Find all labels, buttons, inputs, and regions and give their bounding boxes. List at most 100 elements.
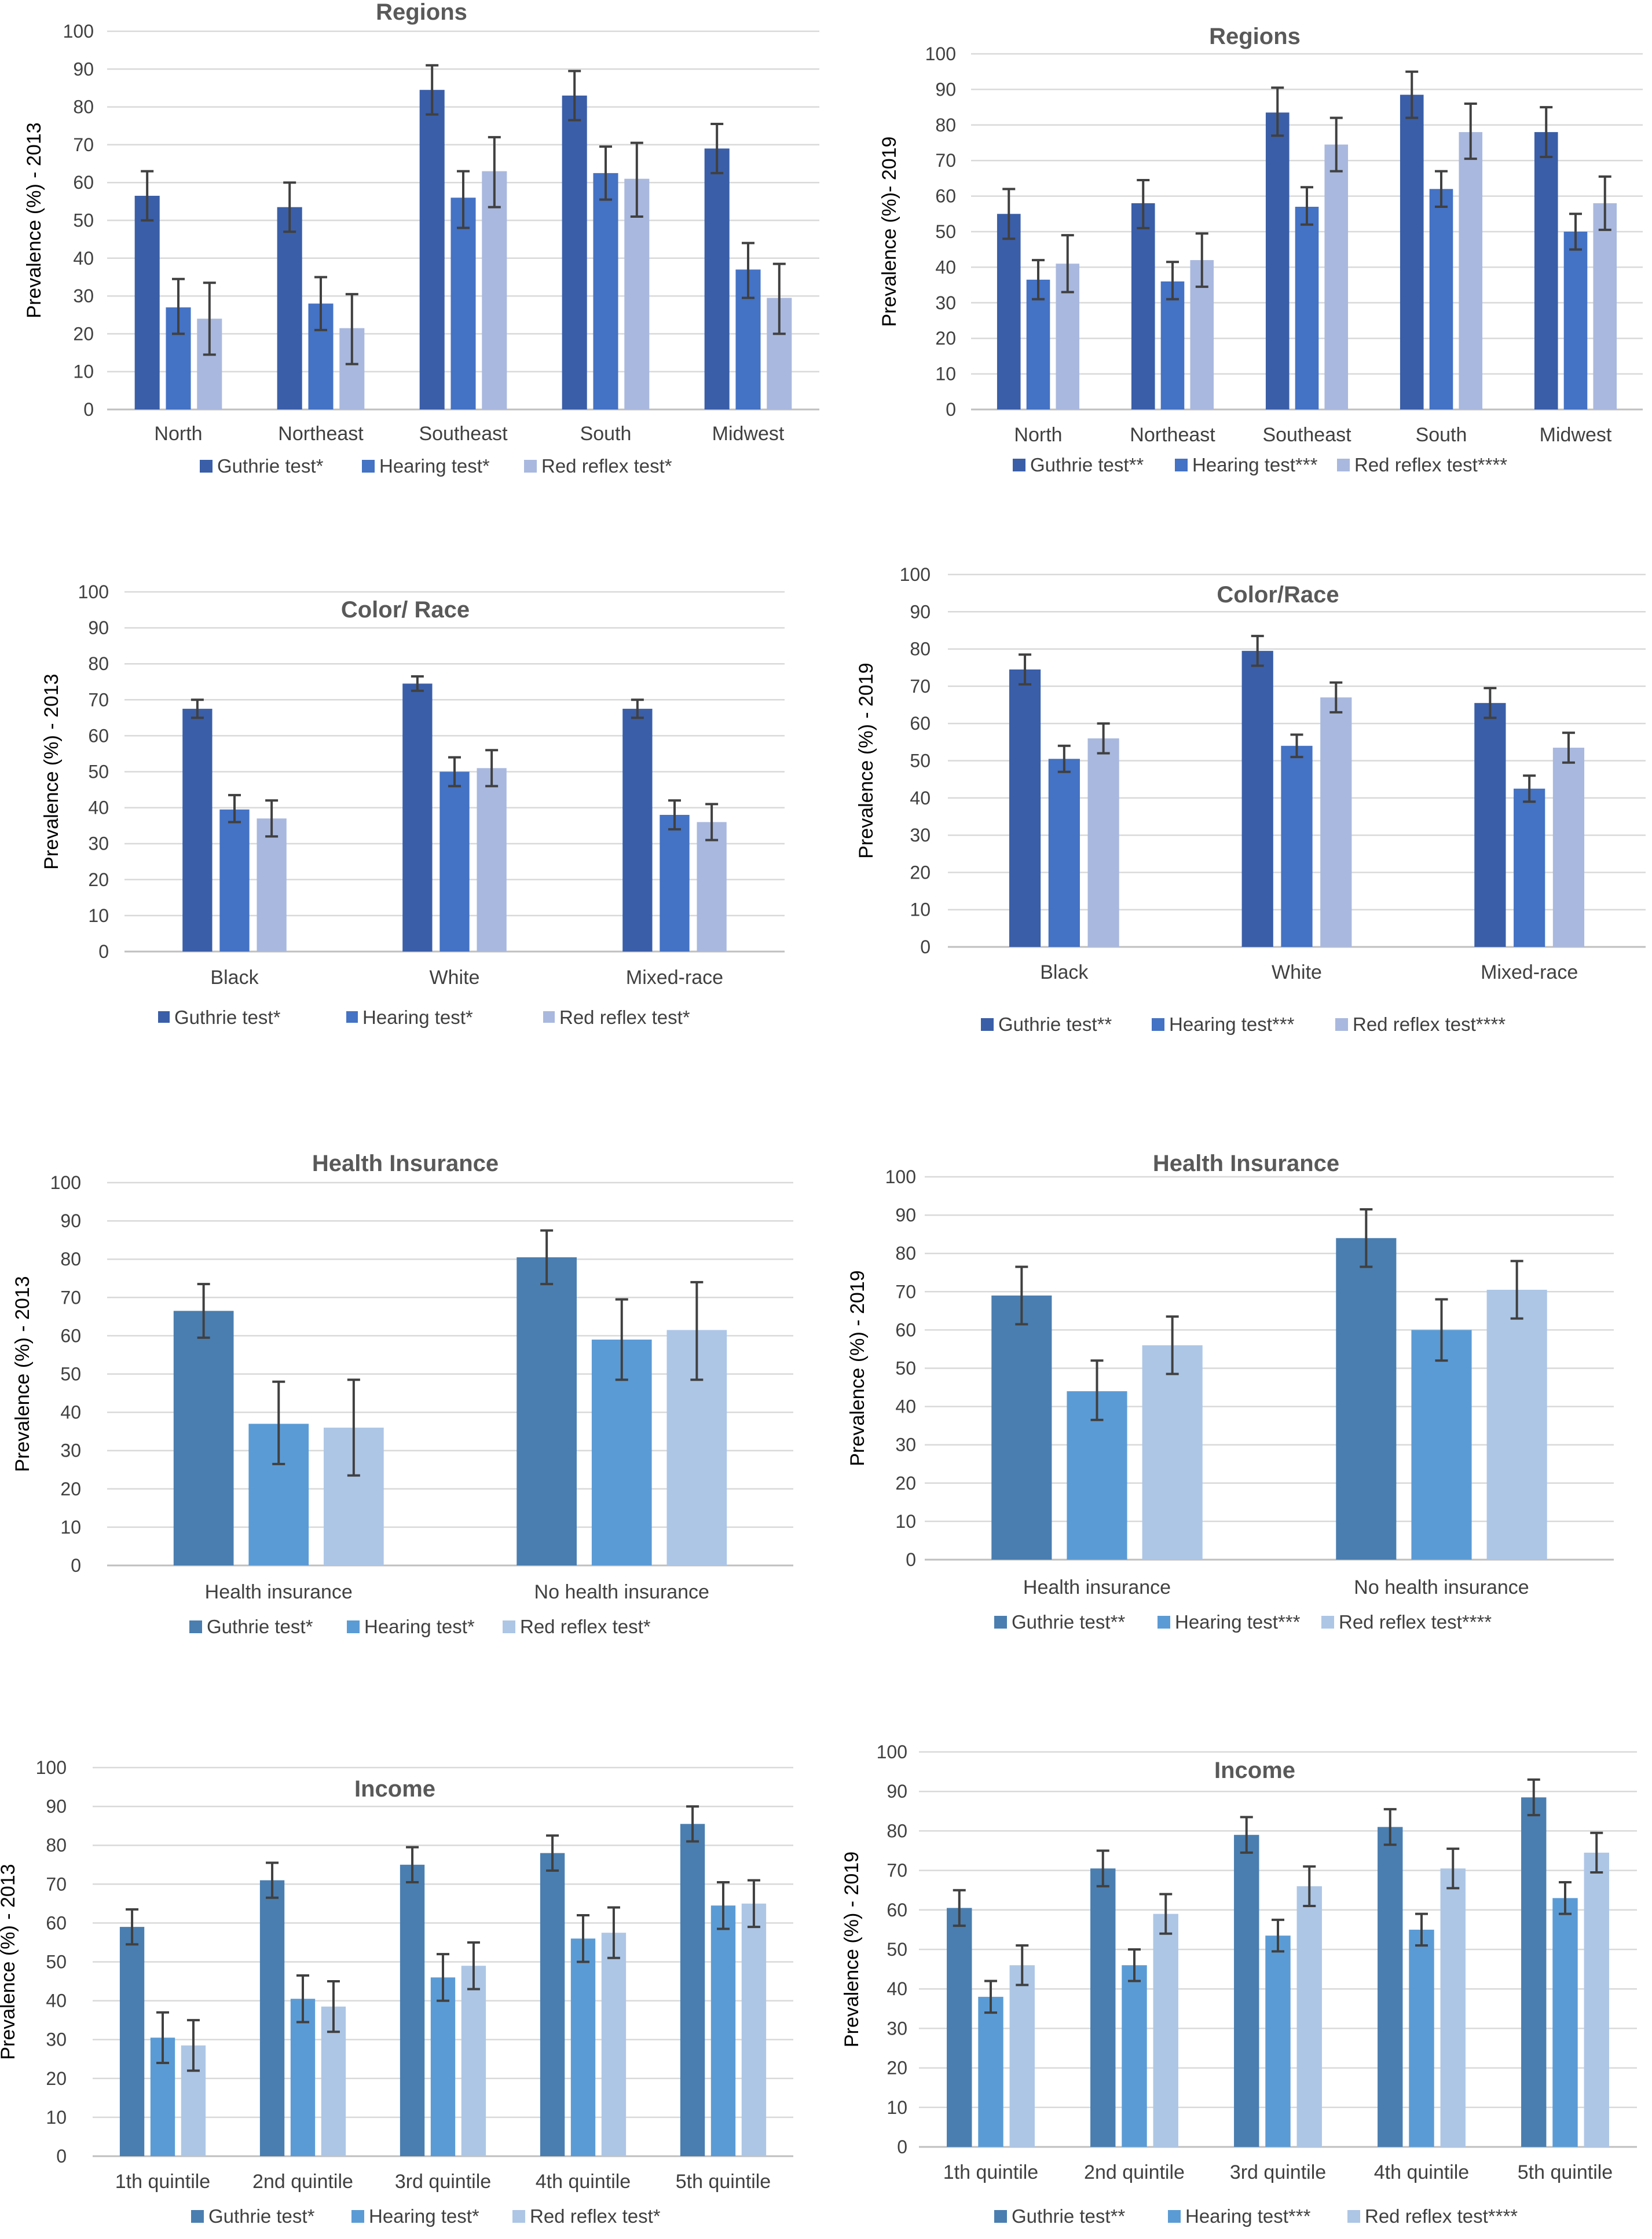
legend-label: Guthrie test* — [208, 2205, 315, 2227]
x-tick-label: 5th quintile — [676, 2171, 771, 2193]
bar — [978, 1996, 1003, 2147]
y-axis-label: Prevalence (%)- 2019 — [878, 137, 900, 327]
legend-label: Guthrie test* — [174, 1007, 281, 1028]
bar — [710, 1905, 736, 2156]
bar — [1009, 669, 1041, 947]
legend-swatch — [189, 1620, 202, 1633]
x-tick-label: Black — [210, 967, 259, 989]
y-tick-label: 100 — [885, 1166, 916, 1187]
bar — [1324, 144, 1349, 409]
y-tick-label: 0 — [71, 1555, 81, 1576]
x-tick-label: White — [1272, 961, 1322, 983]
y-tick-label: 60 — [60, 1325, 81, 1346]
y-tick-label: 20 — [73, 323, 94, 344]
y-tick-label: 0 — [98, 941, 109, 962]
legend-label: Hearing test*** — [1185, 2205, 1311, 2227]
chart-insurance-2019: 0 10 20 30 40 50 60 70 80 90 100 Health Insurance Pr… — [847, 1151, 1614, 1633]
legend-label: Hearing test* — [379, 455, 490, 477]
legend-swatch — [543, 1011, 555, 1023]
y-tick-label: 50 — [46, 1952, 67, 1973]
bar — [1563, 232, 1588, 409]
bar — [1142, 1345, 1203, 1560]
y-tick-label: 60 — [46, 1912, 67, 1933]
bar — [1378, 1827, 1403, 2147]
bar — [1087, 738, 1119, 947]
y-tick-label: 0 — [83, 399, 94, 420]
legend-label: Red reflex test* — [541, 455, 672, 477]
y-tick-label: 40 — [935, 257, 956, 277]
y-tick-label: 60 — [887, 1900, 907, 1920]
y-tick-label: 20 — [46, 2068, 67, 2089]
bar — [1474, 703, 1506, 947]
y-tick-label: 10 — [895, 1511, 916, 1532]
bar — [1400, 94, 1424, 410]
chart-regions-2013: 0 10 20 30 40 50 60 70 80 90 100 Regions Prevalence … — [23, 0, 819, 477]
legend-label: Guthrie test** — [998, 1014, 1112, 1035]
x-tick-label: South — [1416, 424, 1467, 446]
y-tick-label: 80 — [887, 1820, 907, 1841]
chart-insurance-2013: 0 10 20 30 40 50 60 70 80 90 100 Health Insurance Pr… — [12, 1151, 793, 1637]
y-tick-label: 40 — [73, 248, 94, 269]
bar — [1552, 747, 1585, 947]
bar — [1026, 279, 1050, 409]
y-tick-label: 60 — [73, 172, 94, 193]
x-tick-label: 1th quintile — [115, 2171, 210, 2193]
bar — [1153, 1914, 1178, 2147]
legend-label: Hearing test* — [369, 2205, 479, 2227]
y-tick-label: 30 — [895, 1435, 916, 1455]
bar — [622, 708, 653, 952]
y-tick-label: 50 — [910, 751, 931, 771]
y-tick-label: 60 — [910, 713, 931, 734]
x-tick-label: 2nd quintile — [1084, 2161, 1185, 2183]
bar — [697, 822, 727, 952]
y-tick-label: 50 — [88, 762, 109, 782]
y-tick-label: 90 — [60, 1210, 81, 1231]
legend-swatch — [1337, 459, 1350, 471]
bar — [257, 818, 287, 952]
y-tick-label: 50 — [60, 1364, 81, 1385]
bar — [1459, 132, 1483, 409]
legend-swatch — [200, 460, 213, 473]
bar — [1552, 1898, 1578, 2147]
legend-swatch — [347, 1620, 360, 1633]
bar — [947, 1908, 972, 2147]
y-tick-label: 10 — [910, 899, 931, 920]
bar — [477, 768, 507, 952]
y-tick-label: 40 — [60, 1402, 81, 1423]
y-tick-label: 20 — [910, 862, 931, 883]
bar — [1409, 1929, 1434, 2147]
legend-label: Guthrie test* — [217, 455, 324, 477]
bar — [400, 1864, 425, 2156]
y-axis-label: Prevalence (%) - 2013 — [41, 674, 63, 869]
y-tick-label: 80 — [895, 1243, 916, 1264]
x-tick-label: Mixed-race — [1481, 961, 1578, 983]
x-tick-label: Northeast — [1130, 424, 1215, 446]
legend-label: Guthrie test** — [1012, 1611, 1125, 1633]
bar — [660, 815, 690, 952]
bar — [402, 683, 433, 952]
y-tick-label: 100 — [78, 581, 109, 602]
y-tick-label: 90 — [910, 601, 931, 622]
bar — [439, 771, 470, 952]
y-tick-label: 70 — [895, 1281, 916, 1302]
bar — [562, 96, 587, 409]
y-tick-label: 60 — [935, 186, 956, 207]
y-tick-label: 60 — [88, 725, 109, 746]
legend-label: Red reflex test**** — [1353, 1014, 1506, 1035]
legend-label: Guthrie test** — [1030, 454, 1144, 475]
y-axis-label: Prevalence (%) - 2013 — [23, 122, 45, 318]
chart-title: Color/Race — [1217, 582, 1339, 608]
bar — [1521, 1797, 1547, 2147]
y-tick-label: 80 — [935, 115, 956, 136]
y-tick-label: 10 — [887, 2097, 907, 2118]
y-tick-label: 30 — [60, 1440, 81, 1461]
bar — [1090, 1868, 1116, 2147]
legend-swatch — [1347, 2210, 1360, 2223]
legend-swatch — [346, 1011, 358, 1023]
chart-title: Income — [354, 1776, 435, 1802]
y-tick-label: 40 — [895, 1396, 916, 1417]
y-axis-label: Prevalence (%) - 2013 — [12, 1276, 34, 1472]
bar — [461, 1966, 486, 2156]
legend-label: Red reflex test* — [559, 1007, 690, 1028]
bar — [134, 196, 160, 409]
